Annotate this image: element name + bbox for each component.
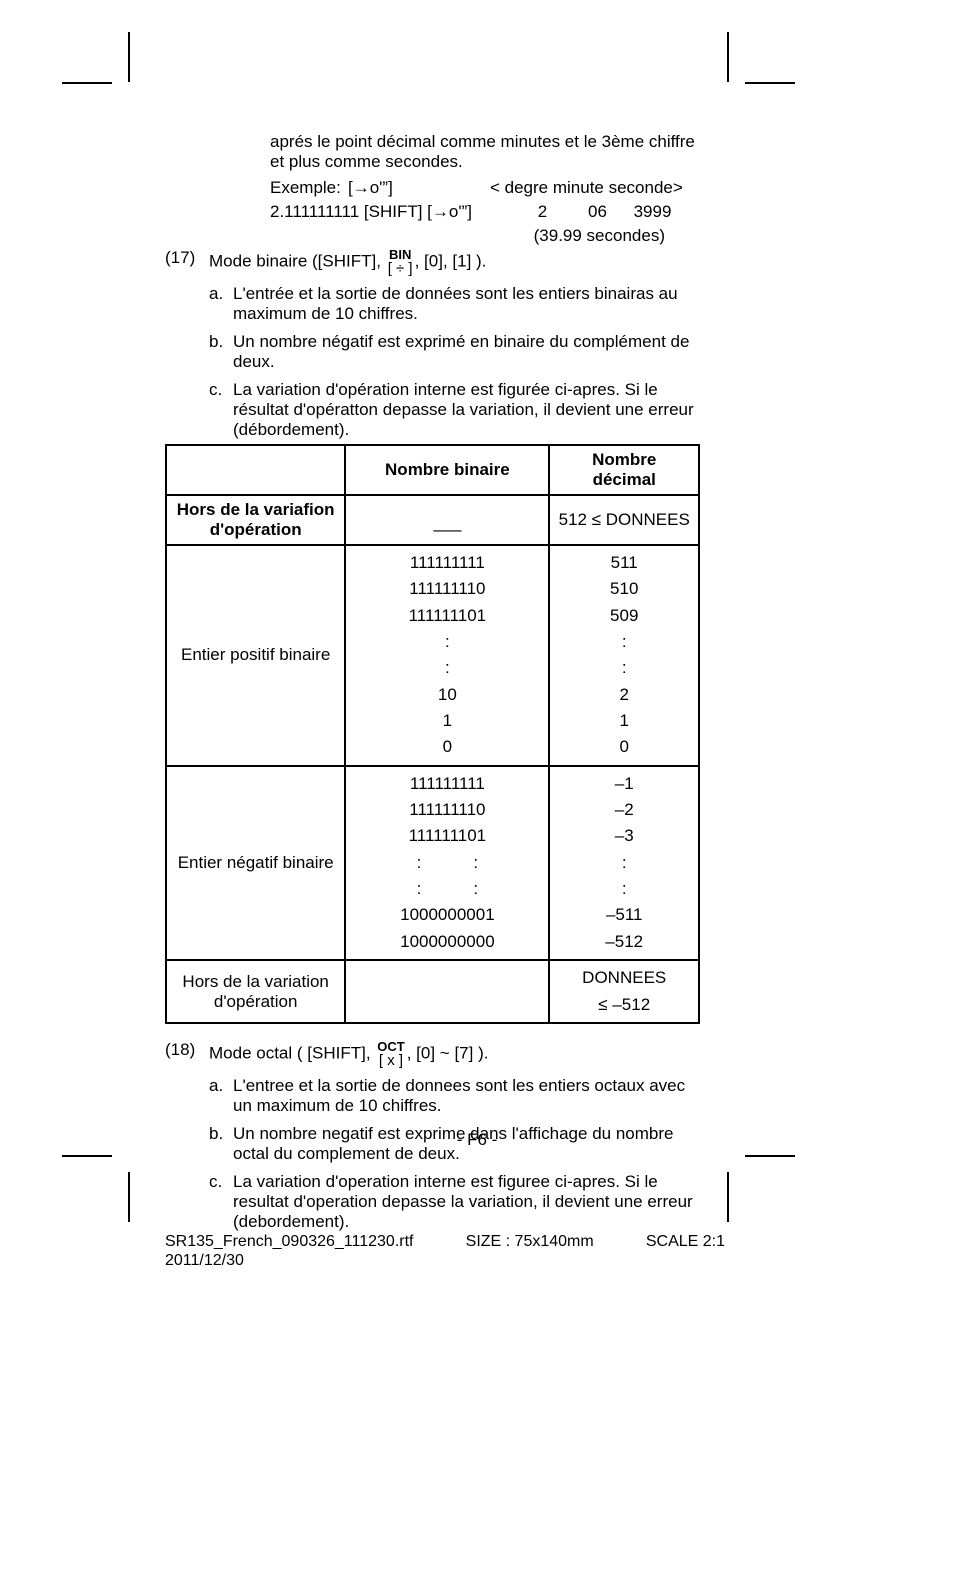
list-letter: c. <box>209 1172 233 1232</box>
s17-item-a: a. L'entrée et la sortie de données sont… <box>209 284 705 324</box>
crop-mark <box>745 1155 795 1157</box>
list-letter: b. <box>209 332 233 372</box>
table-header-bin: Nombre binaire <box>345 445 549 495</box>
example-key: [→o'”] <box>348 178 468 198</box>
section-17: (17) Mode binaire ([SHIFT], BIN [ ÷ ] , … <box>165 248 705 276</box>
footer-scale: SCALE 2:1 <box>646 1233 725 1251</box>
crop-mark <box>727 32 729 82</box>
list-letter: c. <box>209 380 233 440</box>
result-min: 06 <box>570 202 625 222</box>
table-row-label: Entier positif binaire <box>166 545 345 766</box>
result-deg: 2 <box>515 202 570 222</box>
table-row-label: Hors de la variation d'opération <box>166 960 345 1023</box>
list-letter: a. <box>209 284 233 324</box>
table-row-label: Hors de la variafion d'opération <box>166 495 345 545</box>
example-header-row: Exemple: [→o'”] < degre minute seconde> <box>270 178 810 198</box>
crop-mark <box>128 32 130 82</box>
table-cell: 512 ≤ DONNEES <box>549 495 699 545</box>
table-cell: DONNEES ≤ –512 <box>549 960 699 1023</box>
seconds-note: (39.99 secondes) <box>270 226 665 246</box>
section-18-title: Mode octal ( [SHIFT], OCT [ x ] , [0] ~ … <box>209 1040 705 1068</box>
footer-size: SIZE : 75x140mm <box>466 1233 594 1251</box>
example-label: Exemple: <box>270 178 348 198</box>
table-header-blank <box>166 445 345 495</box>
crop-mark <box>62 82 112 84</box>
list-letter: a. <box>209 1076 233 1116</box>
s17-item-c: c. La variation d'opération interne est … <box>209 380 705 440</box>
table-row-label: Entier négatif binaire <box>166 766 345 960</box>
table-cell: 111111111 111111110 111111101 : : : : 10… <box>345 766 549 960</box>
result-sec: 3999 <box>625 202 680 222</box>
intro-paragraph: aprés le point décimal comme minutes et … <box>270 132 710 172</box>
page-content: aprés le point décimal comme minutes et … <box>165 132 705 1232</box>
table-cell: 111111111 111111110 111111101 : : 10 1 0 <box>345 545 549 766</box>
table-cell: 511 510 509 : : 2 1 0 <box>549 545 699 766</box>
crop-mark <box>745 82 795 84</box>
binary-range-table: Nombre binaire Nombre décimal Hors de la… <box>165 444 700 1024</box>
crop-mark <box>128 1172 130 1222</box>
section-17-title: Mode binaire ([SHIFT], BIN [ ÷ ] , [0], … <box>209 248 705 276</box>
table-header-dec: Nombre décimal <box>549 445 699 495</box>
table-cell: –1 –2 –3 : : –511 –512 <box>549 766 699 960</box>
footer-filename: SR135_French_090326_111230.rtf <box>165 1233 413 1251</box>
table-cell: ––– <box>345 495 549 545</box>
crop-mark <box>727 1172 729 1222</box>
section-number: (17) <box>165 248 209 276</box>
footer-date: 2011/12/30 <box>165 1252 244 1270</box>
example-input-row: 2.111111111 [SHIFT] [→o'”] 2 06 3999 <box>270 202 705 222</box>
s17-item-b: b. Un nombre négatif est exprimé en bina… <box>209 332 705 372</box>
s18-item-c: c. La variation d'operation interne est … <box>209 1172 705 1232</box>
section-number: (18) <box>165 1040 209 1068</box>
bin-key-icon: BIN [ ÷ ] <box>388 248 413 276</box>
oct-key-icon: OCT [ x ] <box>377 1040 404 1068</box>
footer-row: SR135_French_090326_111230.rtf SIZE : 75… <box>165 1233 725 1251</box>
s18-item-a: a. L'entree et la sortie de donnees sont… <box>209 1076 705 1116</box>
crop-mark <box>62 1155 112 1157</box>
example-input: 2.111111111 [SHIFT] [→o'”] <box>270 202 515 222</box>
table-cell <box>345 960 549 1023</box>
page-number: - F6 - <box>0 1130 954 1150</box>
section-18: (18) Mode octal ( [SHIFT], OCT [ x ] , [… <box>165 1040 705 1068</box>
example-header: < degre minute seconde> <box>490 178 683 198</box>
